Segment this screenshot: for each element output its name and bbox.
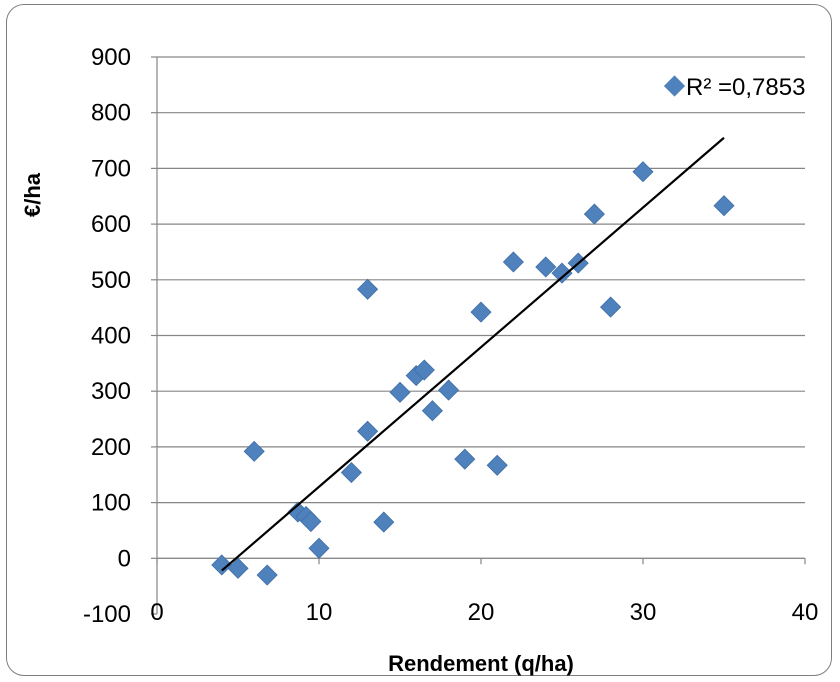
legend-label: R² =0,7853 [686, 74, 805, 101]
data-point [421, 400, 443, 422]
legend: R² =0,7853 [663, 74, 805, 101]
y-tick-label: 100 [91, 490, 131, 517]
data-point [600, 296, 622, 318]
trendline [221, 136, 725, 572]
x-tick-labels: 0 10 20 30 40 [150, 599, 818, 626]
trendline-group [221, 136, 725, 572]
x-tick-label: 10 [306, 599, 333, 626]
x-tick-label: 0 [150, 599, 163, 626]
y-tick-label: 400 [91, 323, 131, 350]
data-point [454, 448, 476, 470]
data-point [632, 161, 654, 183]
data-point [227, 557, 249, 579]
data-point [256, 564, 278, 586]
data-point [486, 454, 508, 476]
data-point [470, 301, 492, 323]
y-tick-label: 600 [91, 211, 131, 238]
data-point [413, 359, 435, 381]
y-tick-label: 900 [91, 44, 131, 71]
data-point [373, 511, 395, 533]
data-point [308, 537, 330, 559]
legend-marker [663, 75, 686, 97]
data-point [243, 440, 265, 462]
y-tick-label: 200 [91, 434, 131, 461]
data-point [357, 278, 379, 300]
data-point [713, 195, 735, 217]
y-tick-labels: -100 0 100 200 300 400 500 600 700 800 900 [83, 44, 131, 628]
y-axis-label: €/ha [20, 172, 45, 217]
data-point [551, 262, 573, 284]
y-tick-label: -100 [83, 601, 131, 628]
y-tick-label: 500 [91, 267, 131, 294]
x-tick-label: 40 [792, 599, 819, 626]
data-point [357, 420, 379, 442]
y-tick-label: 300 [91, 378, 131, 405]
data-point [535, 256, 557, 278]
chart-frame [6, 4, 832, 676]
x-tick-label: 20 [468, 599, 495, 626]
data-point [502, 251, 524, 273]
data-point [583, 203, 605, 225]
y-tick-label: 700 [91, 155, 131, 182]
x-axis-label: Rendement (q/ha) [388, 651, 574, 676]
axes [151, 56, 806, 615]
data-point [340, 461, 362, 484]
data-point [389, 381, 411, 403]
x-tick-label: 30 [630, 599, 657, 626]
y-tick-label: 0 [118, 545, 131, 572]
data-point [211, 554, 233, 576]
data-point [438, 379, 460, 401]
data-point [300, 510, 322, 533]
y-tick-label: 800 [91, 100, 131, 127]
data-points [211, 161, 735, 586]
